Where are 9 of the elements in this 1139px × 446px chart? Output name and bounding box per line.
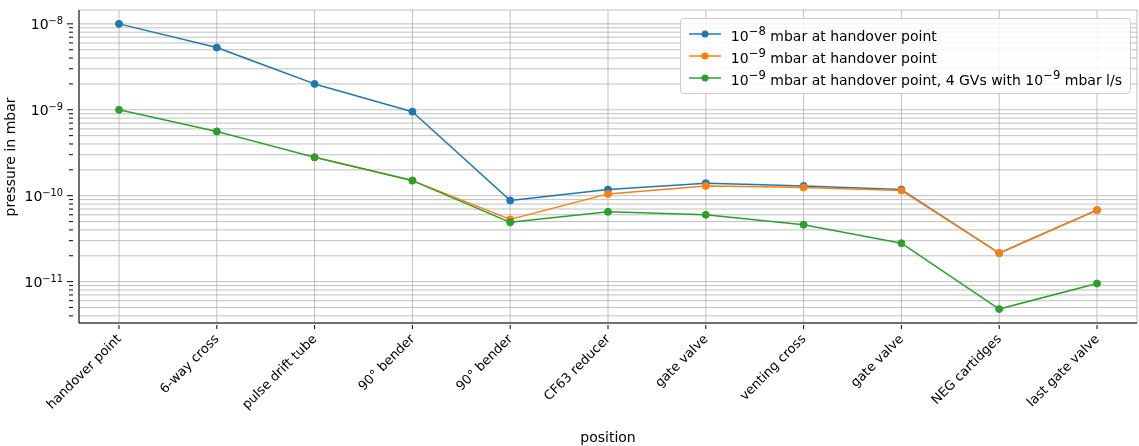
y-tick-label: 10$^{−10}$	[24, 186, 63, 204]
y-tick-label: 10$^{−11}$	[24, 272, 63, 290]
legend-label: 10$^{−8}$ mbar at handover point	[730, 24, 937, 44]
y-tick-label: 10$^{−9}$	[30, 100, 63, 118]
x-axis-title: position	[580, 429, 636, 445]
legend-label: 10$^{−9}$ mbar at handover point, 4 GVs with 10$^{−9}$ mbar l/s	[730, 68, 1122, 88]
y-axis-title: pressure in mbar	[1, 97, 18, 217]
legend-label: 10$^{−9}$ mbar at handover point	[730, 46, 937, 66]
y-tick-label: 10$^{−8}$	[30, 14, 63, 32]
